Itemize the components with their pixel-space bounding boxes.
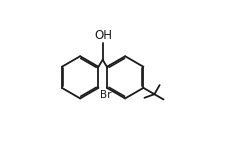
Text: OH: OH [94,29,112,42]
Text: Br: Br [100,90,111,100]
